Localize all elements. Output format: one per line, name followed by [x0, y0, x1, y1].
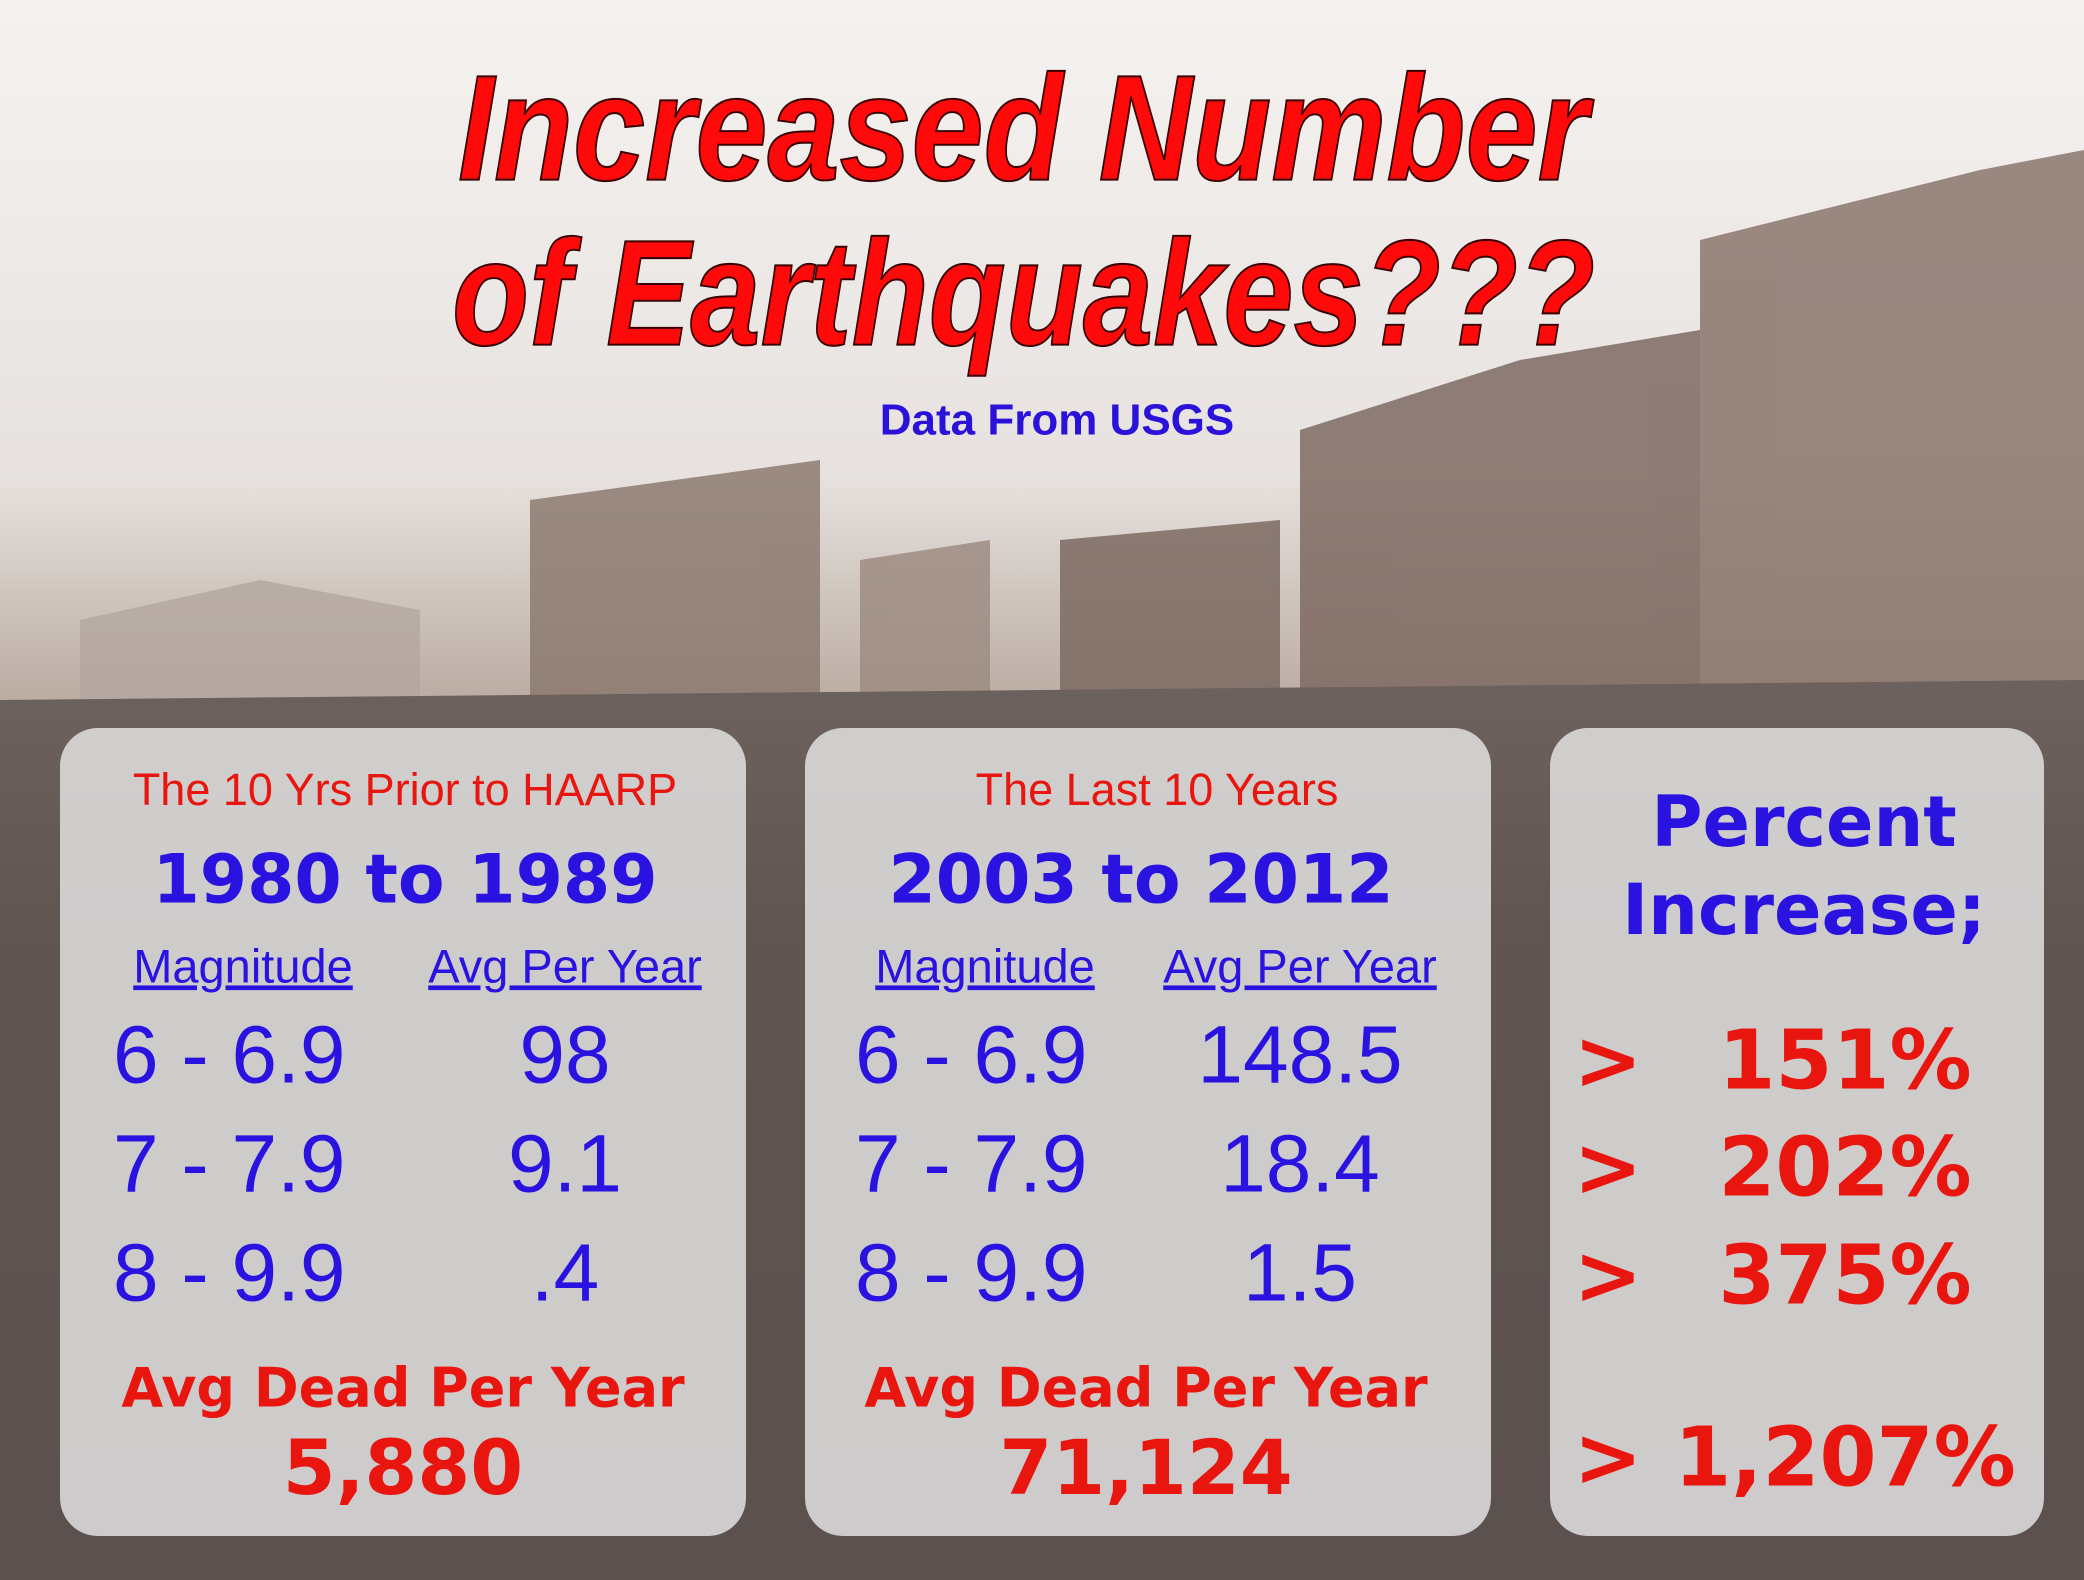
subtitle: Data From USGS [880, 396, 1235, 445]
dead-value: 71,124 [999, 1423, 1292, 1512]
panel-heading: The 10 Yrs Prior to HAARP [133, 764, 677, 815]
column-header: Magnitude [875, 939, 1095, 992]
avg-per-year: 9.1 [508, 1119, 622, 1210]
increase-value: 151% [1718, 1013, 1971, 1108]
panel-recent [805, 728, 1491, 1536]
title-line: Increased Number [458, 44, 1595, 212]
avg-per-year: 18.4 [1220, 1119, 1380, 1210]
magnitude: 7 - 7.9 [855, 1119, 1087, 1210]
period: 1980 to 1989 [152, 841, 657, 920]
dead-value: 5,880 [283, 1423, 523, 1512]
title-line: of Earthquakes??? [452, 209, 1595, 377]
panel-heading: The Last 10 Years [976, 764, 1339, 815]
period: 2003 to 2012 [888, 841, 1393, 920]
avg-per-year: 1.5 [1243, 1228, 1357, 1319]
dead-label: Avg Dead Per Year [121, 1357, 685, 1420]
increase-heading: Percent [1651, 781, 1957, 863]
increase-marker: > [1574, 1120, 1643, 1215]
increase-marker: > [1574, 1013, 1643, 1108]
column-header: Avg Per Year [428, 939, 702, 992]
avg-per-year: 98 [519, 1010, 610, 1101]
increase-value: 202% [1718, 1120, 1971, 1215]
column-header: Avg Per Year [1163, 939, 1437, 992]
avg-per-year: .4 [531, 1228, 599, 1319]
increase-value: 1,207% [1674, 1410, 2016, 1505]
panel-increase [1550, 728, 2044, 1536]
avg-per-year: 148.5 [1197, 1010, 1402, 1101]
magnitude: 8 - 9.9 [855, 1228, 1087, 1319]
increase-heading: Increase; [1622, 869, 1986, 951]
increase-marker: > [1574, 1228, 1643, 1323]
magnitude: 7 - 7.9 [113, 1119, 345, 1210]
magnitude: 8 - 9.9 [113, 1228, 345, 1319]
increase-marker: > [1574, 1410, 1643, 1505]
increase-value: 375% [1718, 1228, 1971, 1323]
panel-before [60, 728, 746, 1536]
magnitude: 6 - 6.9 [113, 1010, 345, 1101]
column-header: Magnitude [133, 939, 353, 992]
dead-label: Avg Dead Per Year [864, 1357, 1428, 1420]
magnitude: 6 - 6.9 [855, 1010, 1087, 1101]
